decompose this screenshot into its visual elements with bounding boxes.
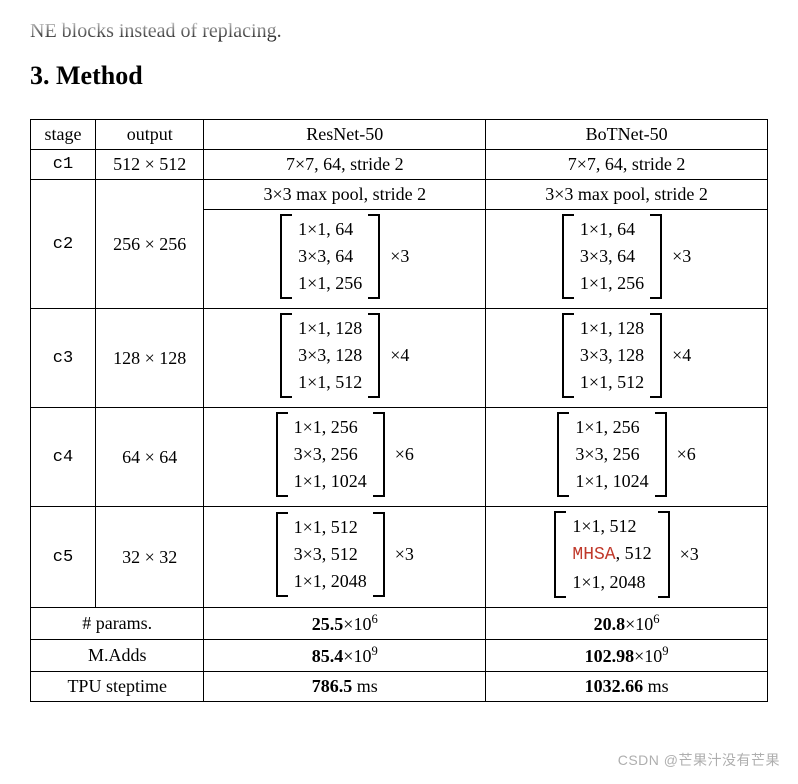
c4-botnet-block: 1×1, 256 3×3, 256 1×1, 1024 ×6 xyxy=(486,408,768,507)
cropped-preceding-text: NE blocks instead of replacing. xyxy=(30,20,768,43)
stage-c3: c3 xyxy=(31,309,96,408)
params-label: # params. xyxy=(31,608,204,640)
c4-botnet-l2: 3×3, 256 xyxy=(575,441,648,468)
c2-botnet-l1: 1×1, 64 xyxy=(580,216,644,243)
c5-resnet-l3: 1×1, 2048 xyxy=(294,568,367,595)
c4-botnet-mult: ×6 xyxy=(673,444,696,465)
row-tpu: TPU steptime 786.5 ms 1032.66 ms xyxy=(31,672,768,702)
c4-resnet-l2: 3×3, 256 xyxy=(294,441,367,468)
row-madds: M.Adds 85.4×109 102.98×109 xyxy=(31,640,768,672)
c3-resnet-block: 1×1, 128 3×3, 128 1×1, 512 ×4 xyxy=(204,309,486,408)
c2-resnet-l3: 1×1, 256 xyxy=(298,270,362,297)
c4-botnet-l1: 1×1, 256 xyxy=(575,414,648,441)
params-botnet: 20.8×106 xyxy=(486,608,768,640)
c4-resnet-l1: 1×1, 256 xyxy=(294,414,367,441)
c2-resnet-pool: 3×3 max pool, stride 2 xyxy=(204,180,486,210)
mhsa-label: MHSA xyxy=(572,545,615,565)
col-resnet: ResNet-50 xyxy=(204,120,486,150)
madds-resnet: 85.4×109 xyxy=(204,640,486,672)
c3-botnet-mult: ×4 xyxy=(668,345,691,366)
c2-resnet-block: 1×1, 64 3×3, 64 1×1, 256 ×3 xyxy=(204,210,486,309)
c5-resnet-block: 1×1, 512 3×3, 512 1×1, 2048 ×3 xyxy=(204,507,486,608)
c2-botnet-block: 1×1, 64 3×3, 64 1×1, 256 ×3 xyxy=(486,210,768,309)
c3-resnet-l1: 1×1, 128 xyxy=(298,315,362,342)
row-c3: c3 128 × 128 1×1, 128 3×3, 128 1×1, 512 … xyxy=(31,309,768,408)
madds-botnet: 102.98×109 xyxy=(486,640,768,672)
c4-botnet-l3: 1×1, 1024 xyxy=(575,468,648,495)
tpu-botnet: 1032.66 ms xyxy=(486,672,768,702)
output-c3: 128 × 128 xyxy=(96,309,204,408)
c2-botnet-l3: 1×1, 256 xyxy=(580,270,644,297)
c5-resnet-l2: 3×3, 512 xyxy=(294,541,367,568)
table-header-row: stage output ResNet-50 BoTNet-50 xyxy=(31,120,768,150)
stage-c4: c4 xyxy=(31,408,96,507)
row-c4: c4 64 × 64 1×1, 256 3×3, 256 1×1, 1024 ×… xyxy=(31,408,768,507)
c5-resnet-l1: 1×1, 512 xyxy=(294,514,367,541)
c4-resnet-l3: 1×1, 1024 xyxy=(294,468,367,495)
output-c5: 32 × 32 xyxy=(96,507,204,608)
watermark-text: CSDN @芒果汁没有芒果 xyxy=(618,750,780,770)
c3-resnet-l3: 1×1, 512 xyxy=(298,369,362,396)
c2-resnet-l2: 3×3, 64 xyxy=(298,243,362,270)
col-output: output xyxy=(96,120,204,150)
c5-botnet-l2: MHSA, 512 xyxy=(572,540,651,569)
c3-resnet-l2: 3×3, 128 xyxy=(298,342,362,369)
c3-botnet-l2: 3×3, 128 xyxy=(580,342,644,369)
madds-label: M.Adds xyxy=(31,640,204,672)
section-heading: 3. Method xyxy=(30,61,768,91)
c3-resnet-mult: ×4 xyxy=(386,345,409,366)
c3-botnet-l3: 1×1, 512 xyxy=(580,369,644,396)
row-c5: c5 32 × 32 1×1, 512 3×3, 512 1×1, 2048 ×… xyxy=(31,507,768,608)
stage-c2: c2 xyxy=(31,180,96,309)
c2-botnet-pool: 3×3 max pool, stride 2 xyxy=(486,180,768,210)
architecture-table: stage output ResNet-50 BoTNet-50 c1 512 … xyxy=(30,119,768,702)
c2-botnet-mult: ×3 xyxy=(668,246,691,267)
output-c1: 512 × 512 xyxy=(96,150,204,180)
c1-botnet: 7×7, 64, stride 2 xyxy=(486,150,768,180)
c2-resnet-l1: 1×1, 64 xyxy=(298,216,362,243)
c4-resnet-mult: ×6 xyxy=(391,444,414,465)
c5-botnet-mult: ×3 xyxy=(676,544,699,565)
c4-resnet-block: 1×1, 256 3×3, 256 1×1, 1024 ×6 xyxy=(204,408,486,507)
row-params: # params. 25.5×106 20.8×106 xyxy=(31,608,768,640)
c2-botnet-l2: 3×3, 64 xyxy=(580,243,644,270)
col-stage: stage xyxy=(31,120,96,150)
c1-resnet: 7×7, 64, stride 2 xyxy=(204,150,486,180)
output-c2: 256 × 256 xyxy=(96,180,204,309)
tpu-resnet: 786.5 ms xyxy=(204,672,486,702)
stage-c5: c5 xyxy=(31,507,96,608)
tpu-label: TPU steptime xyxy=(31,672,204,702)
row-c1: c1 512 × 512 7×7, 64, stride 2 7×7, 64, … xyxy=(31,150,768,180)
output-c4: 64 × 64 xyxy=(96,408,204,507)
c5-botnet-l3: 1×1, 2048 xyxy=(572,569,651,596)
stage-c1: c1 xyxy=(31,150,96,180)
c3-botnet-block: 1×1, 128 3×3, 128 1×1, 512 ×4 xyxy=(486,309,768,408)
c2-resnet-mult: ×3 xyxy=(386,246,409,267)
c5-resnet-mult: ×3 xyxy=(391,544,414,565)
c3-botnet-l1: 1×1, 128 xyxy=(580,315,644,342)
row-c2-pool: c2 256 × 256 3×3 max pool, stride 2 3×3 … xyxy=(31,180,768,210)
params-resnet: 25.5×106 xyxy=(204,608,486,640)
c5-botnet-block: 1×1, 512 MHSA, 512 1×1, 2048 ×3 xyxy=(486,507,768,608)
c5-botnet-l1: 1×1, 512 xyxy=(572,513,651,540)
col-botnet: BoTNet-50 xyxy=(486,120,768,150)
